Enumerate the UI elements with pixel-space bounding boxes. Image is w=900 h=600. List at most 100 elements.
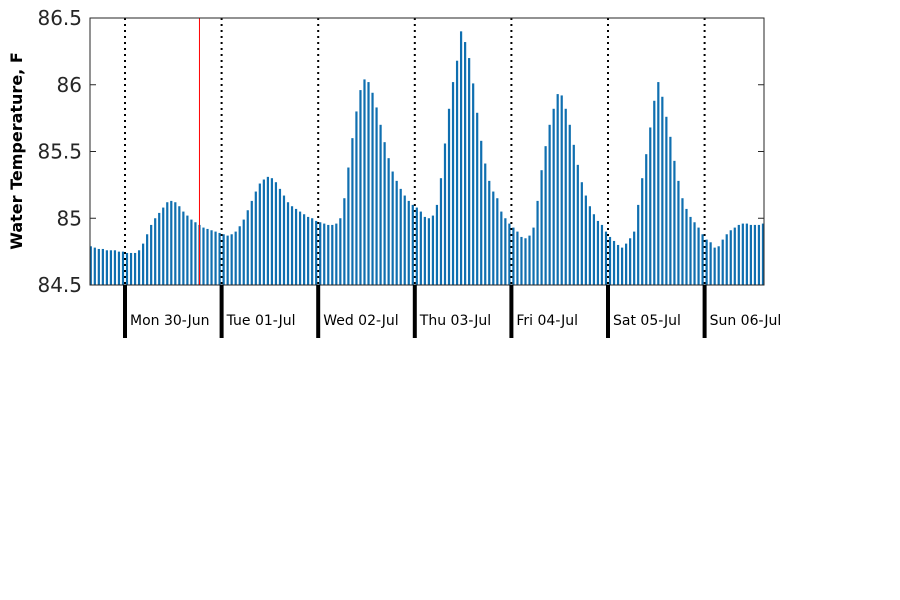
bar xyxy=(504,218,507,285)
bar xyxy=(757,224,761,285)
bar xyxy=(379,124,382,285)
bar xyxy=(560,95,563,286)
y-axis-label: Water Temperature, F xyxy=(7,52,26,250)
bar xyxy=(580,182,583,285)
bar xyxy=(387,158,390,285)
bar xyxy=(202,227,205,285)
bar xyxy=(761,223,764,285)
bar xyxy=(146,234,149,285)
bar xyxy=(254,191,257,285)
bar xyxy=(170,200,173,285)
bar xyxy=(520,236,523,285)
bar xyxy=(612,240,616,285)
bar xyxy=(222,234,225,285)
bar xyxy=(709,242,712,285)
bar xyxy=(741,223,744,285)
bar xyxy=(351,138,354,285)
bar xyxy=(596,220,600,285)
bar xyxy=(427,218,430,285)
bar xyxy=(435,204,439,285)
bar xyxy=(645,154,648,285)
bar xyxy=(407,200,410,285)
y-tick-label: 85 xyxy=(57,206,82,230)
bar xyxy=(500,211,503,285)
bar xyxy=(685,208,688,285)
bar xyxy=(468,58,471,285)
bar xyxy=(109,250,113,285)
bar xyxy=(174,202,177,285)
bar xyxy=(701,234,704,285)
bar xyxy=(105,250,108,285)
bar xyxy=(705,239,708,285)
bar xyxy=(150,224,153,285)
bar xyxy=(492,191,495,285)
bar xyxy=(403,195,406,285)
bar xyxy=(194,222,197,285)
bar xyxy=(713,247,716,285)
bar xyxy=(101,248,104,285)
bar xyxy=(178,206,181,285)
bar xyxy=(464,42,467,285)
bar xyxy=(154,218,157,285)
bar xyxy=(540,170,543,285)
bar xyxy=(536,200,539,285)
bar xyxy=(129,252,133,285)
bar xyxy=(459,31,463,285)
bar xyxy=(737,224,740,285)
day-label: Wed 02-Jul xyxy=(323,313,399,329)
bar xyxy=(234,231,237,285)
bar xyxy=(286,202,290,285)
bar xyxy=(439,178,443,285)
day-label: Thu 03-Jul xyxy=(419,313,491,329)
bar xyxy=(665,116,668,285)
bar xyxy=(371,92,374,285)
y-axis: 84.5 85 85.5 86 86.5 xyxy=(37,6,764,297)
y-tick-label: 86 xyxy=(57,73,82,97)
bar xyxy=(190,219,193,285)
bar xyxy=(669,136,672,285)
bar xyxy=(93,247,96,285)
bar xyxy=(753,224,757,285)
day-label: Sun 06-Jul xyxy=(710,313,782,329)
bar xyxy=(584,195,587,285)
bar xyxy=(677,180,680,285)
bar xyxy=(411,204,414,285)
bar xyxy=(97,248,100,285)
bar xyxy=(592,214,596,285)
bar xyxy=(186,215,189,285)
bar xyxy=(480,140,483,285)
bar xyxy=(637,204,640,285)
bar xyxy=(649,127,652,285)
bar xyxy=(166,202,169,285)
bar xyxy=(725,234,728,285)
bar xyxy=(367,82,370,285)
bar xyxy=(697,227,700,285)
bar xyxy=(90,246,92,285)
bar xyxy=(270,178,274,285)
bar xyxy=(121,251,125,286)
bar xyxy=(395,180,398,285)
bar xyxy=(298,211,302,285)
bar xyxy=(307,216,310,285)
bar xyxy=(315,220,318,285)
bar xyxy=(282,195,286,285)
bar xyxy=(399,188,402,285)
bar xyxy=(339,218,342,285)
bar xyxy=(600,224,604,285)
bar xyxy=(303,214,306,285)
bar xyxy=(576,164,579,285)
bar xyxy=(431,215,435,285)
bar xyxy=(125,252,129,285)
day-axis: Mon 30-Jun Tue 01-Jul Wed 02-Jul Thu 03-Jul… xyxy=(123,285,782,338)
bar xyxy=(661,96,664,286)
bar xyxy=(717,246,720,285)
bar xyxy=(137,250,141,285)
bar xyxy=(657,82,660,285)
bar xyxy=(588,206,591,285)
day-label: Sat 05-Jul xyxy=(613,313,681,329)
bar xyxy=(572,144,575,285)
bar xyxy=(721,239,724,285)
bar xyxy=(604,231,608,285)
bar xyxy=(749,224,752,285)
